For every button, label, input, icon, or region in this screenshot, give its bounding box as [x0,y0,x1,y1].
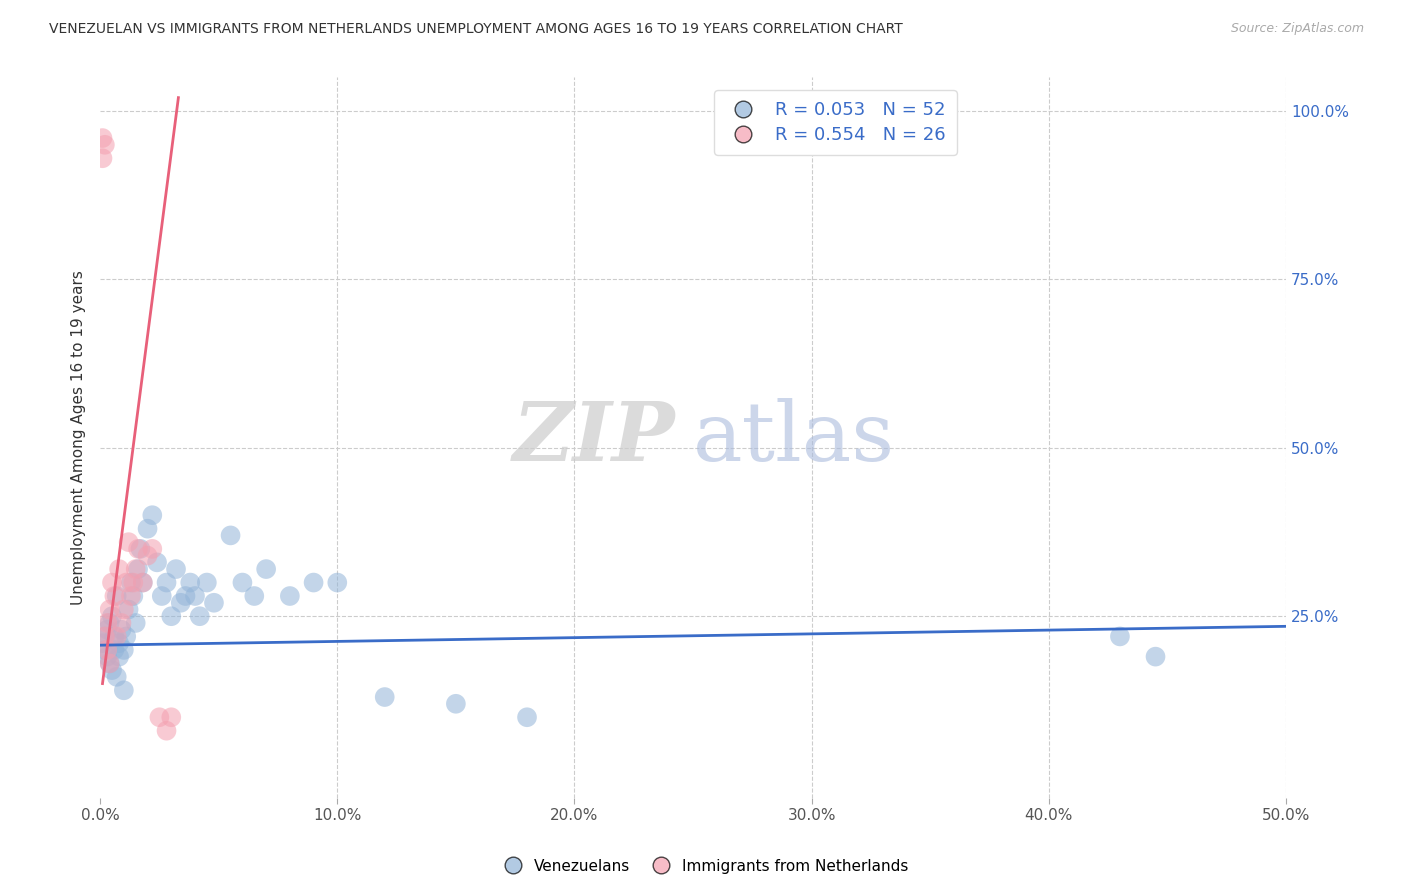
Point [146,555,169,569]
Point [219,528,242,542]
Point [278,589,301,603]
Point [444,697,467,711]
Point [141,541,163,556]
Point [110,623,132,637]
Point [202,596,225,610]
Point [125,562,148,576]
Point [98,615,121,630]
Point [148,710,170,724]
Point [112,643,135,657]
Point [117,535,139,549]
Point [127,562,149,576]
Point [96,623,118,637]
Point [155,723,177,738]
Point [94,629,117,643]
Point [1144,649,1167,664]
Point [101,663,124,677]
Point [94,643,117,657]
Point [243,589,266,603]
Point [254,562,277,576]
Point [96,615,118,630]
Point [132,575,155,590]
Point [91,151,114,165]
Point [108,649,131,664]
Point [103,643,125,657]
Point [150,589,173,603]
Point [101,609,124,624]
Point [326,575,349,590]
Point [374,690,396,704]
Point [108,636,131,650]
Point [98,657,121,671]
Point [103,589,125,603]
Point [136,549,159,563]
Point [91,636,114,650]
Point [110,615,132,630]
Point [101,575,124,590]
Point [160,710,183,724]
Legend: R = 0.053   N = 52, R = 0.554   N = 26: R = 0.053 N = 52, R = 0.554 N = 26 [714,90,956,155]
Point [160,609,183,624]
Point [103,629,125,643]
Legend: Venezuelans, Immigrants from Netherlands: Venezuelans, Immigrants from Netherlands [491,853,915,880]
Point [302,575,325,590]
Point [94,137,117,152]
Text: VENEZUELAN VS IMMIGRANTS FROM NETHERLANDS UNEMPLOYMENT AMONG AGES 16 TO 19 YEARS: VENEZUELAN VS IMMIGRANTS FROM NETHERLAND… [49,22,903,37]
Point [105,629,128,643]
Text: Source: ZipAtlas.com: Source: ZipAtlas.com [1230,22,1364,36]
Point [117,602,139,616]
Point [136,522,159,536]
Point [105,589,128,603]
Text: ZIP: ZIP [513,398,675,478]
Point [132,575,155,590]
Point [115,629,138,643]
Point [105,670,128,684]
Point [231,575,253,590]
Point [120,575,142,590]
Point [122,589,145,603]
Point [108,562,131,576]
Point [174,589,197,603]
Y-axis label: Unemployment Among Ages 16 to 19 years: Unemployment Among Ages 16 to 19 years [72,270,86,605]
Point [98,657,121,671]
Point [94,629,117,643]
Point [141,508,163,523]
Point [165,562,187,576]
Point [127,541,149,556]
Point [184,589,207,603]
Point [155,575,177,590]
Point [125,615,148,630]
Point [188,609,211,624]
Point [179,575,201,590]
Point [1109,629,1132,643]
Point [170,596,193,610]
Point [112,683,135,698]
Point [98,602,121,616]
Point [129,541,152,556]
Text: atlas: atlas [693,398,896,478]
Point [120,589,142,603]
Point [112,602,135,616]
Point [96,643,118,657]
Point [96,649,118,664]
Point [115,575,138,590]
Point [516,710,538,724]
Point [91,131,114,145]
Point [122,575,145,590]
Point [195,575,218,590]
